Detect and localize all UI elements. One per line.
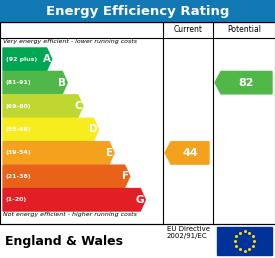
Text: B: B bbox=[58, 78, 66, 88]
Polygon shape bbox=[3, 71, 67, 94]
Text: Very energy efficient - lower running costs: Very energy efficient - lower running co… bbox=[3, 39, 137, 44]
Text: (69-80): (69-80) bbox=[6, 103, 32, 109]
Polygon shape bbox=[3, 189, 145, 211]
Polygon shape bbox=[215, 71, 272, 94]
Polygon shape bbox=[3, 118, 98, 141]
Text: 44: 44 bbox=[182, 148, 198, 158]
Text: (55-68): (55-68) bbox=[6, 127, 32, 132]
Text: E: E bbox=[106, 148, 113, 158]
Bar bbox=[0, 22, 275, 224]
Text: (1-20): (1-20) bbox=[6, 197, 27, 202]
Text: Energy Efficiency Rating: Energy Efficiency Rating bbox=[46, 4, 229, 18]
Text: Not energy efficient - higher running costs: Not energy efficient - higher running co… bbox=[3, 212, 137, 217]
Bar bbox=[0, 0, 275, 22]
Text: (21-38): (21-38) bbox=[6, 174, 32, 179]
Text: EU Directive
2002/91/EC: EU Directive 2002/91/EC bbox=[167, 226, 210, 239]
Text: England & Wales: England & Wales bbox=[5, 235, 123, 247]
Text: 82: 82 bbox=[239, 78, 254, 88]
Text: F: F bbox=[122, 171, 129, 181]
Polygon shape bbox=[3, 142, 114, 164]
Text: (92 plus): (92 plus) bbox=[6, 57, 37, 62]
Text: C: C bbox=[74, 101, 82, 111]
Text: G: G bbox=[136, 195, 144, 205]
Polygon shape bbox=[3, 48, 52, 70]
Text: (39-54): (39-54) bbox=[6, 150, 32, 155]
Polygon shape bbox=[3, 95, 83, 117]
Text: A: A bbox=[43, 54, 51, 64]
Text: D: D bbox=[89, 125, 97, 134]
Text: (81-91): (81-91) bbox=[6, 80, 32, 85]
Bar bbox=[217, 227, 272, 255]
Text: Potential: Potential bbox=[227, 26, 261, 35]
Text: Current: Current bbox=[174, 26, 202, 35]
Polygon shape bbox=[165, 142, 209, 164]
Polygon shape bbox=[3, 165, 130, 188]
